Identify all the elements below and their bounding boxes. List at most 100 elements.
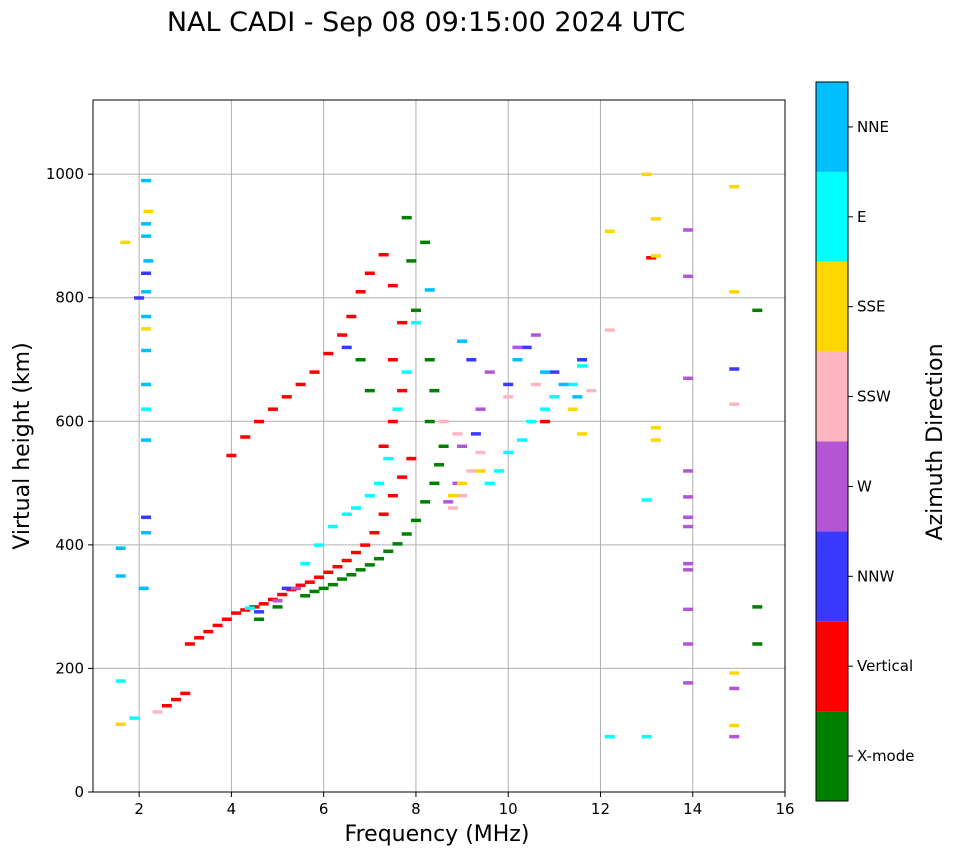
data-point bbox=[341, 558, 352, 563]
data-point bbox=[475, 407, 486, 411]
data-point bbox=[387, 283, 398, 288]
data-point bbox=[355, 290, 366, 294]
data-point bbox=[141, 531, 152, 535]
data-point bbox=[355, 568, 366, 572]
colorbar-tick-label: X-mode bbox=[857, 747, 914, 765]
data-point bbox=[577, 432, 588, 436]
colorbar-tick-label: E bbox=[857, 208, 866, 226]
data-point bbox=[392, 542, 403, 546]
y-tick-label: 600 bbox=[55, 412, 84, 430]
data-point bbox=[729, 367, 740, 371]
x-axis-ticks: 2 4 6 8 10 12 14 16 bbox=[134, 792, 795, 818]
data-point bbox=[240, 435, 251, 439]
data-point bbox=[341, 512, 352, 516]
colorbar-tick-label: SSE bbox=[857, 298, 886, 316]
data-point bbox=[254, 617, 265, 621]
colorbar-segment bbox=[816, 351, 848, 442]
data-point bbox=[683, 642, 694, 646]
data-point bbox=[364, 388, 375, 393]
data-point bbox=[457, 339, 468, 343]
data-point bbox=[332, 564, 343, 569]
data-point bbox=[646, 256, 657, 260]
data-point bbox=[161, 704, 172, 708]
data-point bbox=[572, 395, 583, 399]
data-point bbox=[470, 432, 481, 436]
data-point bbox=[171, 697, 182, 702]
data-point bbox=[438, 444, 449, 448]
data-point bbox=[240, 608, 251, 612]
data-point bbox=[443, 500, 454, 504]
data-point bbox=[549, 370, 560, 374]
data-point bbox=[530, 382, 541, 387]
data-point bbox=[374, 556, 385, 561]
data-point bbox=[424, 288, 435, 292]
data-point bbox=[138, 586, 149, 591]
data-point bbox=[521, 345, 532, 350]
data-point bbox=[650, 438, 661, 442]
data-point bbox=[512, 345, 523, 350]
x-tick-label: 14 bbox=[683, 800, 702, 818]
data-point bbox=[309, 589, 320, 594]
data-point bbox=[650, 254, 661, 258]
data-point bbox=[141, 327, 152, 331]
plot-area: 2 4 6 8 10 12 14 16 0 200 400 600 800 1000 bbox=[46, 99, 795, 818]
data-point bbox=[141, 515, 152, 520]
data-point bbox=[115, 722, 126, 727]
data-point bbox=[401, 215, 412, 220]
data-point bbox=[438, 419, 449, 424]
data-point bbox=[729, 723, 740, 728]
x-tick-label: 16 bbox=[775, 800, 794, 818]
x-tick-label: 8 bbox=[411, 800, 421, 818]
data-point bbox=[304, 580, 315, 584]
data-point bbox=[475, 450, 486, 455]
data-point bbox=[517, 438, 528, 442]
data-point bbox=[194, 636, 205, 640]
data-point bbox=[141, 407, 152, 411]
data-point bbox=[115, 679, 126, 683]
x-tick-label: 10 bbox=[499, 800, 518, 818]
data-point bbox=[503, 395, 514, 399]
data-point bbox=[577, 364, 588, 368]
data-point bbox=[526, 419, 537, 424]
data-point bbox=[267, 407, 278, 411]
y-axis-ticks: 0 200 400 600 800 1000 bbox=[46, 165, 93, 801]
data-point bbox=[254, 419, 265, 424]
data-point bbox=[129, 716, 140, 720]
data-point bbox=[424, 419, 435, 424]
data-point bbox=[410, 320, 421, 325]
data-point bbox=[346, 573, 357, 577]
data-point bbox=[503, 450, 514, 455]
data-point bbox=[729, 185, 740, 189]
data-point bbox=[258, 602, 269, 606]
data-point bbox=[683, 524, 694, 529]
data-point bbox=[115, 546, 126, 550]
data-point bbox=[457, 481, 468, 486]
data-point bbox=[314, 575, 325, 579]
data-point bbox=[530, 333, 541, 337]
data-point bbox=[120, 240, 131, 245]
data-point bbox=[272, 605, 283, 609]
data-point bbox=[493, 469, 504, 473]
colorbar-label: Azimuth Direction bbox=[923, 343, 948, 540]
data-point bbox=[457, 444, 468, 448]
data-point bbox=[314, 543, 325, 547]
data-point bbox=[295, 382, 306, 387]
data-point bbox=[558, 382, 569, 387]
data-point bbox=[729, 671, 740, 675]
data-point bbox=[410, 308, 421, 313]
data-point bbox=[141, 222, 152, 226]
data-point bbox=[512, 358, 523, 362]
x-tick-label: 4 bbox=[227, 800, 237, 818]
data-point bbox=[540, 370, 551, 374]
data-point bbox=[447, 506, 458, 510]
data-point bbox=[141, 314, 152, 319]
data-point bbox=[650, 425, 661, 430]
data-point bbox=[641, 734, 652, 739]
data-point bbox=[401, 532, 412, 536]
data-point bbox=[729, 686, 740, 691]
colorbar-segment bbox=[816, 171, 848, 262]
data-point bbox=[549, 395, 560, 399]
data-point bbox=[364, 271, 375, 275]
y-tick-label: 200 bbox=[55, 659, 84, 677]
